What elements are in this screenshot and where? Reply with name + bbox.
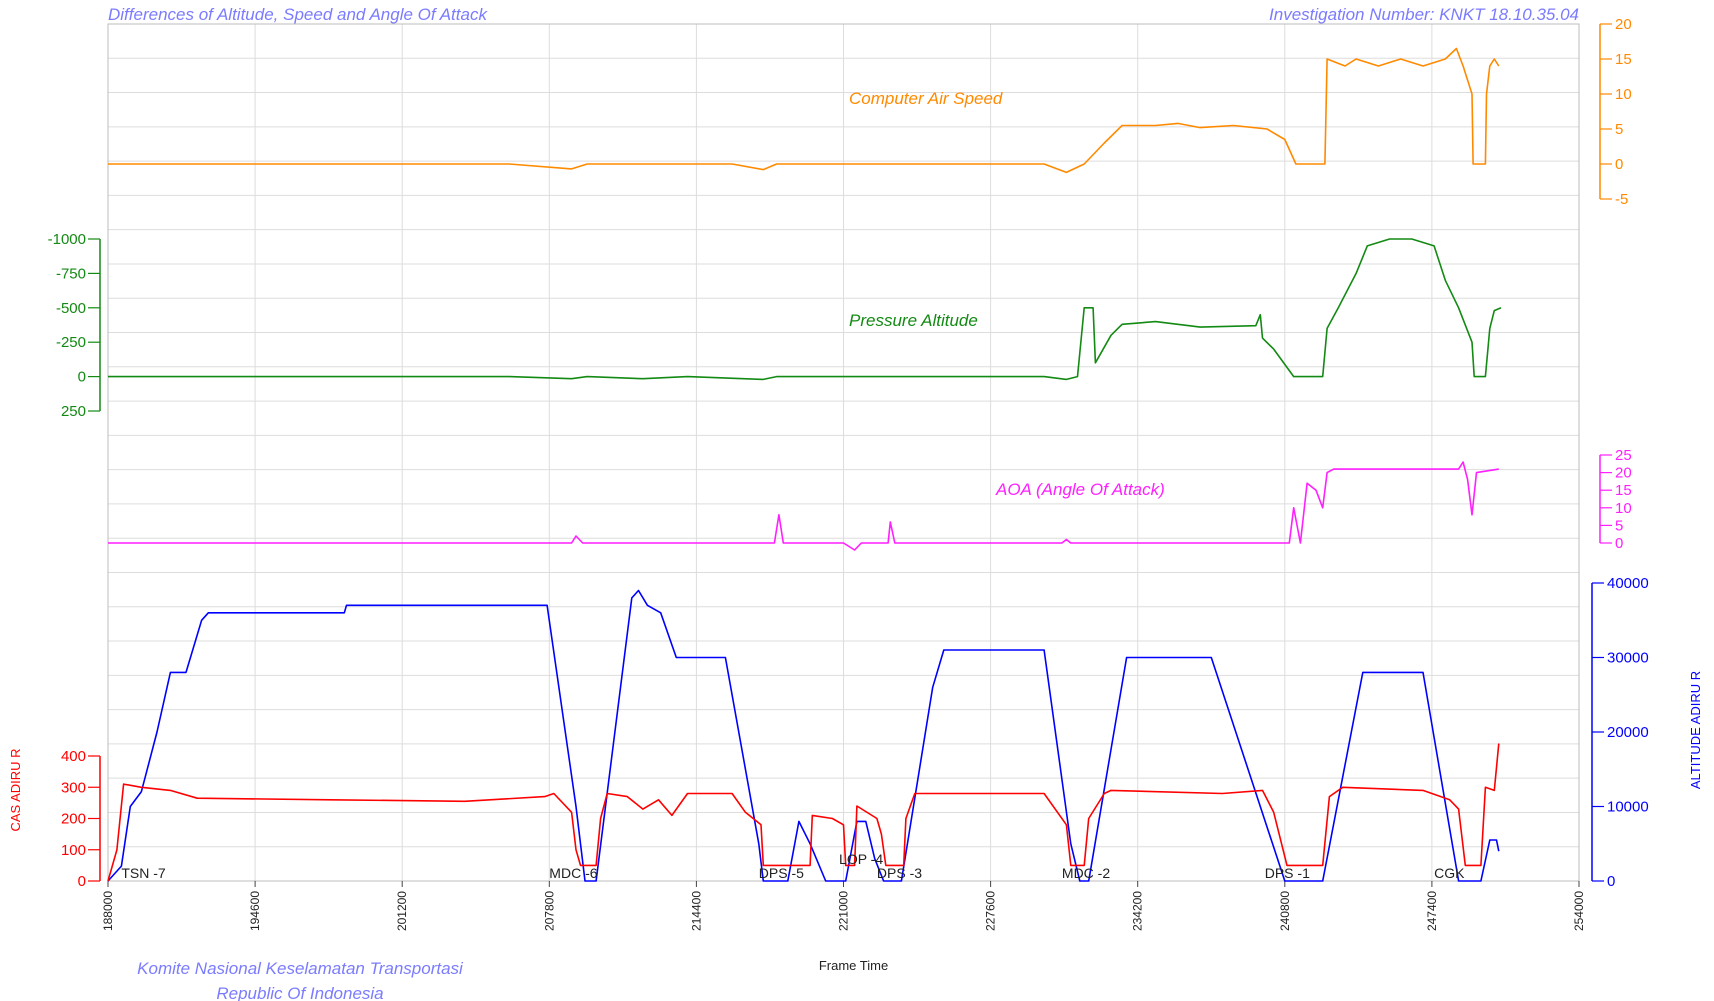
aoa-diff-series-label: AOA (Angle Of Attack) [995, 480, 1165, 499]
cas-adiru-line [107, 743, 1500, 882]
cas-diff-tick-label: 10 [1615, 86, 1632, 103]
cas-adiru-axis-title: CAS ADIRU R [8, 748, 23, 831]
pressure-alt-diff-series-label: Pressure Altitude [849, 311, 978, 330]
flight-label: MDC -6 [549, 865, 597, 881]
x-tick-label: 194600 [248, 891, 262, 931]
cas-adiru-tick-label: 100 [61, 842, 86, 859]
altitude-adiru-tick-label: 0 [1607, 873, 1615, 890]
cas-diff-tick-label: 0 [1615, 156, 1623, 173]
altitude-adiru-tick-label: 40000 [1607, 575, 1649, 592]
cas-diff-series-label: Computer Air Speed [849, 89, 1003, 108]
x-tick-label: 214400 [689, 891, 703, 931]
axes-layer: 188000 194600 201200 207800 214400 221000 2276… [48, 16, 1649, 973]
x-tick-label: 247400 [1425, 891, 1439, 931]
pressure-alt-diff-line [108, 238, 1502, 381]
aoa-diff-tick-label: 0 [1615, 535, 1623, 552]
altitude-adiru-tick-label: 20000 [1607, 724, 1649, 741]
x-tick-label: 188000 [101, 891, 115, 931]
altitude-adiru-line [107, 589, 1500, 882]
footer-line-2: Republic Of Indonesia [216, 984, 383, 1001]
x-tick-label: 240800 [1278, 891, 1292, 931]
cas-diff-line [108, 47, 1500, 174]
cas-diff-tick-label: -5 [1615, 191, 1628, 208]
pressure-alt-diff-tick-label: -250 [56, 334, 86, 351]
pressure-alt-diff-tick-label: 0 [78, 369, 86, 386]
x-tick-label: 254000 [1572, 891, 1586, 931]
pressure-alt-diff-tick-label: -500 [56, 300, 86, 317]
x-tick-label: 234200 [1131, 891, 1145, 931]
x-tick-label: 227600 [984, 891, 998, 931]
chart-title: Differences of Altitude, Speed and Angle… [108, 5, 488, 24]
cas-diff-tick-label: 20 [1615, 16, 1632, 33]
aoa-diff-line [108, 461, 1499, 551]
flight-label: DPS -3 [877, 865, 922, 881]
labels-layer: Computer Air Speed Pressure Altitude AOA (… [8, 89, 1703, 881]
cas-diff-tick-label: 5 [1615, 121, 1623, 138]
flight-label: LOP -4 [839, 851, 883, 867]
pressure-alt-diff-tick-label: -750 [56, 265, 86, 282]
x-tick-label: 221000 [837, 891, 851, 931]
x-tick-label: 207800 [542, 891, 556, 931]
altitude-adiru-tick-label: 30000 [1607, 650, 1649, 667]
altitude-adiru-axis-title: ALTITUDE ADIRU R [1688, 671, 1703, 789]
aoa-diff-tick-label: 15 [1615, 482, 1632, 499]
aoa-diff-tick-label: 5 [1615, 517, 1623, 534]
pressure-alt-diff-tick-label: -1000 [48, 231, 86, 248]
x-axis-title: Frame Time [819, 958, 888, 973]
plot-grid [108, 24, 1579, 881]
cas-adiru-tick-label: 300 [61, 779, 86, 796]
aoa-diff-tick-label: 20 [1615, 465, 1632, 482]
investigation-number: Investigation Number: KNKT 18.10.35.04 [1269, 5, 1579, 24]
cas-adiru-tick-label: 0 [78, 873, 86, 890]
series-layer [107, 47, 1502, 882]
pressure-alt-diff-tick-label: 250 [61, 403, 86, 420]
aoa-diff-tick-label: 25 [1615, 447, 1632, 464]
altitude-adiru-tick-label: 10000 [1607, 799, 1649, 816]
flight-label: CGK [1434, 865, 1465, 881]
flight-label: DPS -1 [1265, 865, 1310, 881]
cas-adiru-tick-label: 200 [61, 811, 86, 828]
cas-diff-tick-label: 15 [1615, 51, 1632, 68]
x-tick-label: 201200 [395, 891, 409, 931]
flight-label: DPS -5 [759, 865, 804, 881]
flight-label: TSN -7 [121, 865, 166, 881]
cas-adiru-tick-label: 400 [61, 748, 86, 765]
footer-line-1: Komite Nasional Keselamatan Transportasi [137, 959, 464, 978]
aoa-diff-tick-label: 10 [1615, 500, 1632, 517]
flight-label: MDC -2 [1062, 865, 1110, 881]
